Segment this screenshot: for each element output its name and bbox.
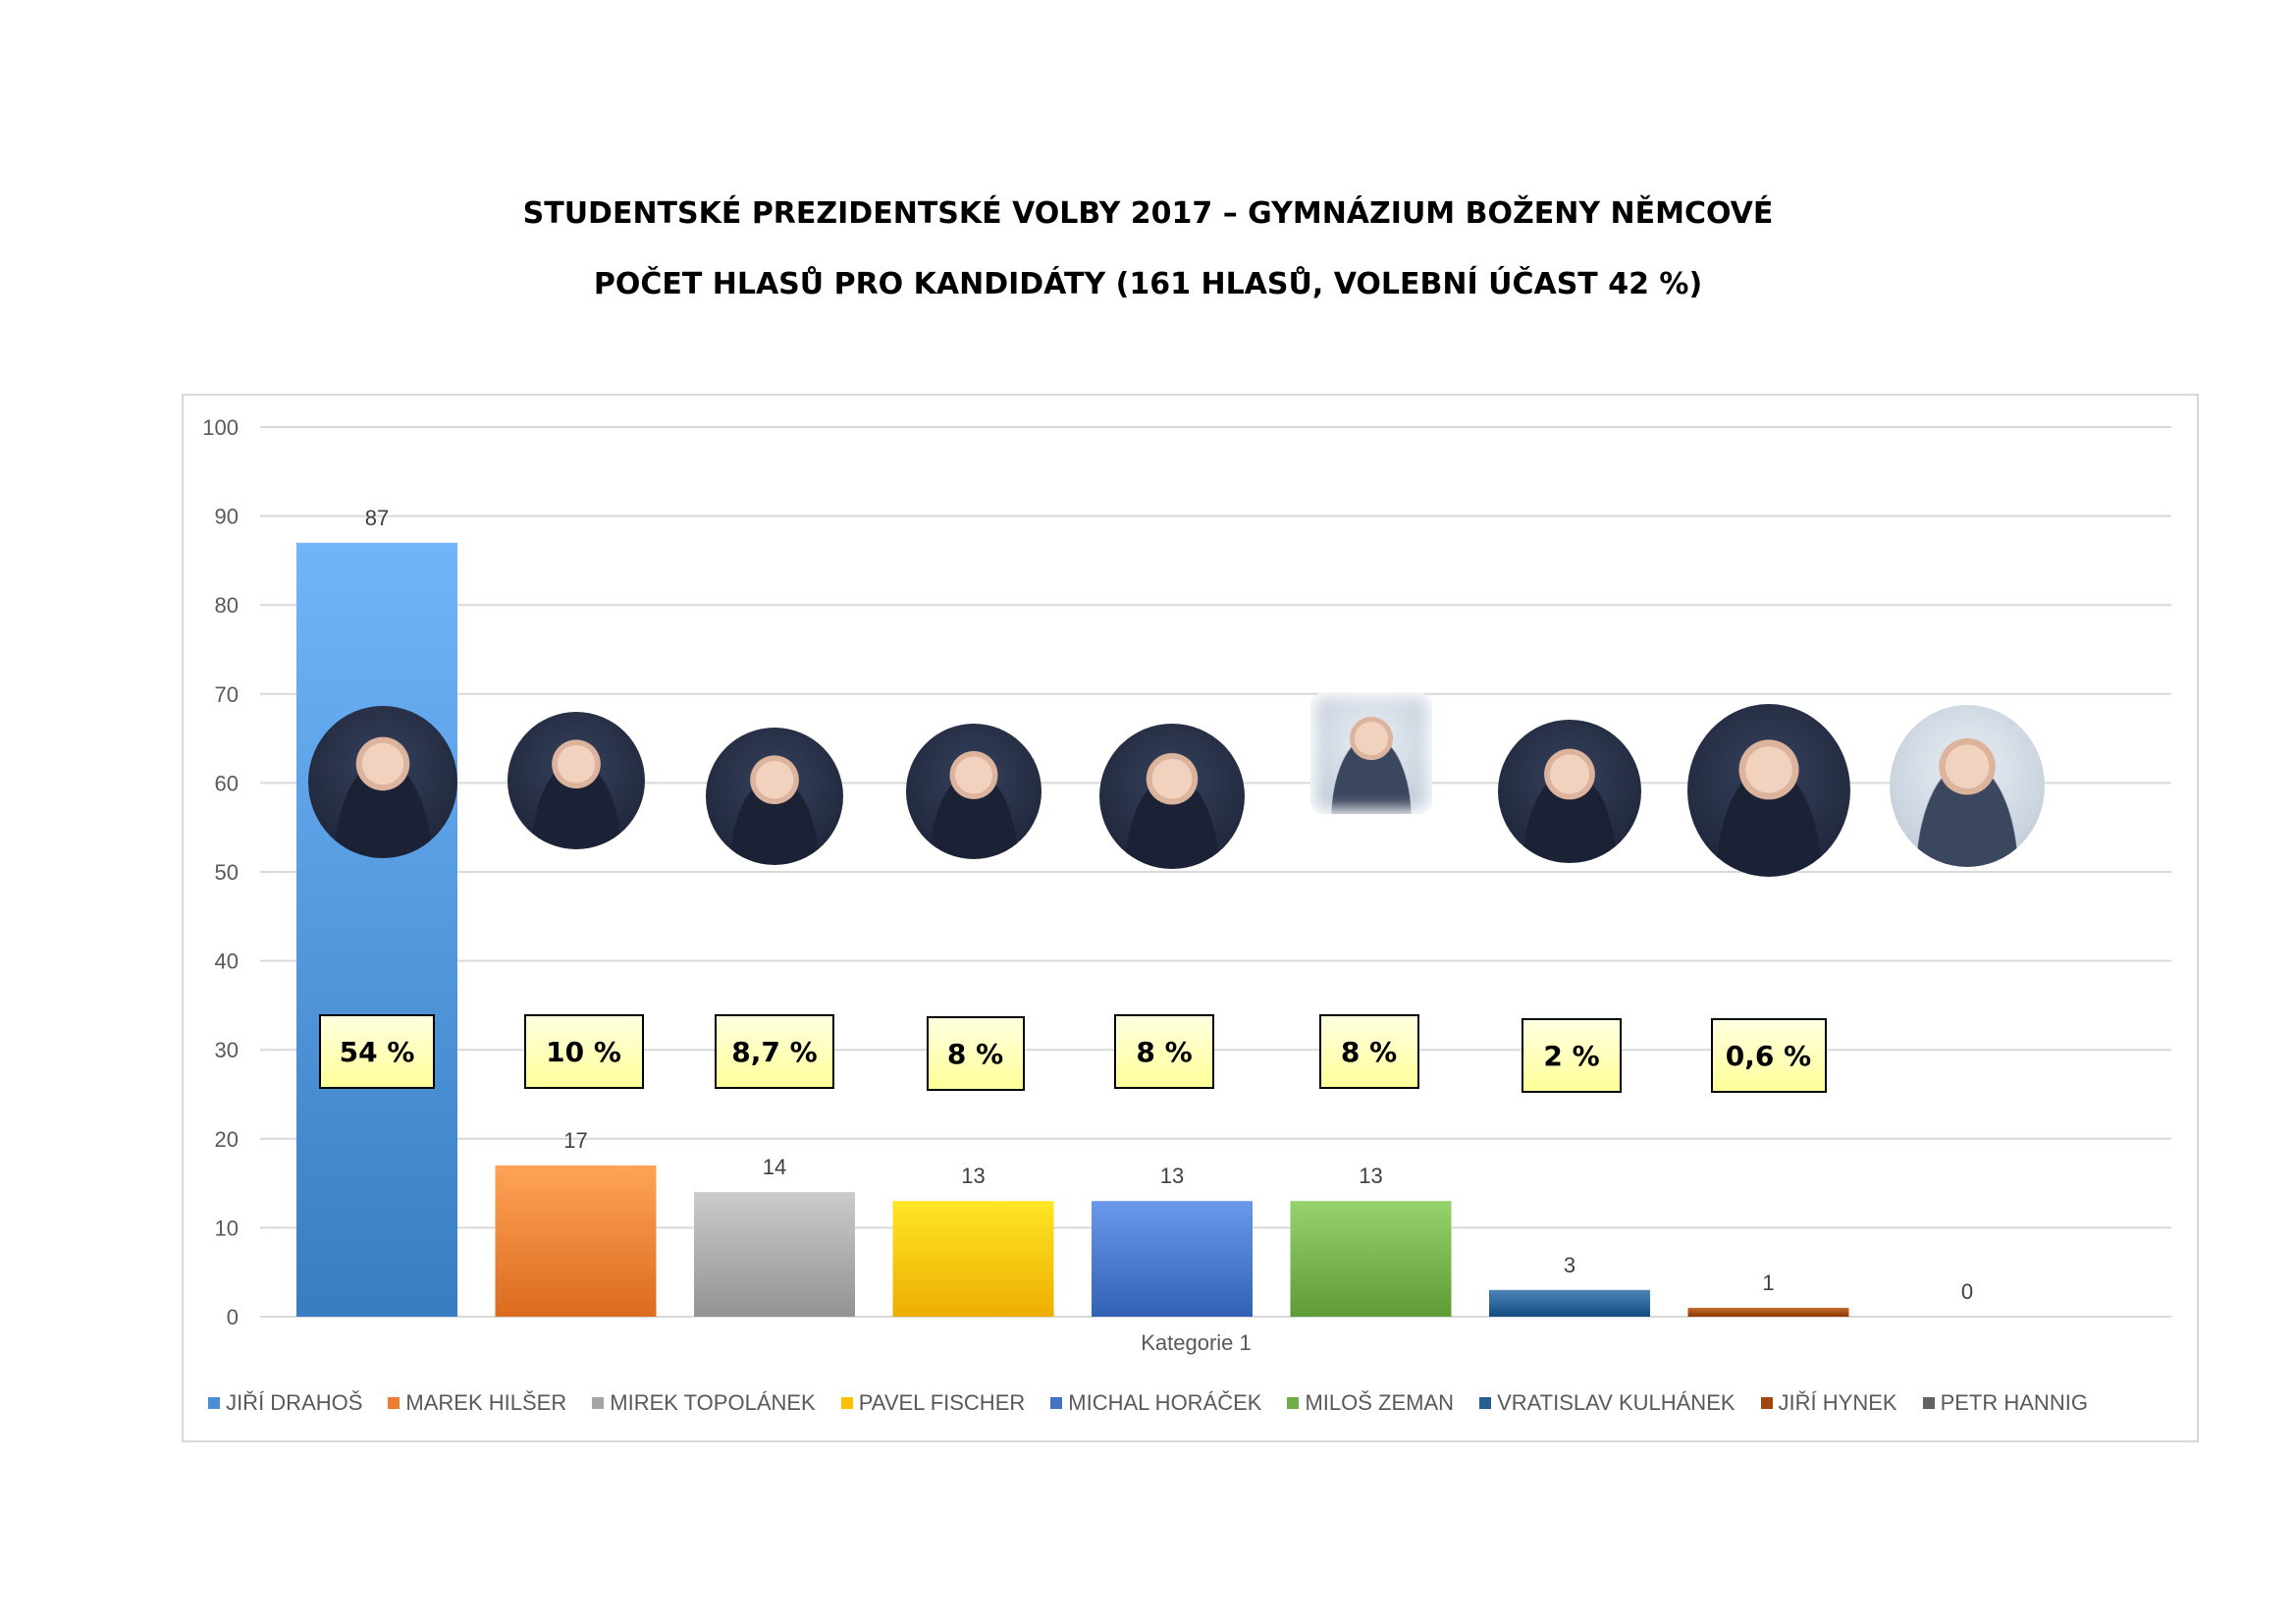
legend-label: MAREK HILŠER xyxy=(405,1390,567,1415)
legend-swatch xyxy=(1760,1397,1773,1409)
bar-5 xyxy=(1092,1201,1253,1317)
legend-label: JIŘÍ HYNEK xyxy=(1778,1390,1897,1415)
legend-item: PAVEL FISCHER xyxy=(840,1390,1026,1416)
legend-swatch xyxy=(592,1397,605,1409)
y-tick-label: 40 xyxy=(215,949,239,974)
y-tick-label: 80 xyxy=(215,593,239,618)
y-tick-label: 20 xyxy=(215,1127,239,1152)
data-label: 1 xyxy=(1762,1271,1774,1295)
legend-label: JIŘÍ DRAHOŠ xyxy=(226,1390,363,1415)
percent-label: 2 % xyxy=(1522,1018,1622,1093)
candidate-photo-icon xyxy=(706,728,843,866)
legend-item: MICHAL HORÁČEK xyxy=(1050,1390,1261,1416)
bar-7 xyxy=(1489,1289,1650,1317)
legend-swatch xyxy=(840,1397,853,1409)
y-tick-label: 70 xyxy=(215,682,239,707)
candidate-photo-icon xyxy=(905,724,1041,860)
legend-item: VRATISLAV KULHÁNEK xyxy=(1479,1390,1735,1416)
legend-item: PETR HANNIG xyxy=(1922,1390,2088,1416)
data-label: 13 xyxy=(961,1164,985,1188)
bar-1 xyxy=(296,542,457,1317)
percent-label: 8 % xyxy=(1318,1014,1419,1089)
legend-swatch xyxy=(388,1397,400,1409)
percent-label: 10 % xyxy=(523,1014,644,1089)
legend-label: PAVEL FISCHER xyxy=(858,1390,1026,1415)
x-axis-label: Kategorie 1 xyxy=(1141,1330,1252,1355)
candidate-photo-icon xyxy=(1890,705,2045,868)
chart-title: STUDENTSKÉ PREZIDENTSKÉ VOLBY 2017 – GYM… xyxy=(522,196,1774,231)
candidate-photo-icon xyxy=(1099,724,1245,870)
chart-subtitle: POČET HLASŮ PRO KANDIDÁTY (161 HLASŮ, VO… xyxy=(593,267,1703,301)
bar-2 xyxy=(495,1164,657,1317)
y-tick-label: 30 xyxy=(215,1038,239,1062)
y-tick-label: 50 xyxy=(215,860,239,885)
data-label: 0 xyxy=(1961,1279,1973,1304)
data-label: 14 xyxy=(763,1155,786,1179)
data-label: 13 xyxy=(1359,1164,1382,1188)
y-tick-label: 10 xyxy=(215,1216,239,1240)
bar-8 xyxy=(1687,1307,1849,1317)
candidate-photo-icon xyxy=(507,712,645,850)
bar-3 xyxy=(694,1192,855,1317)
candidate-photo-icon xyxy=(1498,720,1641,864)
candidate-photo-icon xyxy=(1686,704,1850,878)
data-label: 87 xyxy=(365,506,389,530)
percent-label: 54 % xyxy=(319,1014,435,1089)
percent-label: 8,7 % xyxy=(715,1014,834,1089)
legend-swatch xyxy=(1287,1397,1300,1409)
bar-4 xyxy=(892,1201,1054,1317)
legend-item: MAREK HILŠER xyxy=(388,1390,566,1416)
legend-swatch xyxy=(1922,1397,1935,1409)
legend-item: MIREK TOPOLÁNEK xyxy=(592,1390,816,1416)
percent-label: 0,6 % xyxy=(1710,1018,1827,1093)
legend-swatch xyxy=(1479,1397,1492,1409)
legend-label: MICHAL HORÁČEK xyxy=(1068,1390,1262,1415)
y-tick-label: 90 xyxy=(215,505,239,529)
chart-area: 0 10 20 30 40 50 60 70 80 90 100 Kategorie 1 87 17 14 1… xyxy=(182,394,2199,1442)
data-label: 17 xyxy=(563,1128,587,1153)
candidate-photo-icon xyxy=(1309,692,1432,815)
candidate-photo-icon xyxy=(308,706,457,859)
legend-item: JIŘÍ HYNEK xyxy=(1760,1390,1897,1416)
legend-label: MIREK TOPOLÁNEK xyxy=(610,1390,816,1415)
legend-swatch xyxy=(208,1397,221,1409)
percent-label: 8 % xyxy=(926,1016,1025,1091)
chart-legend: JIŘÍ DRAHOŠ MAREK HILŠER MIREK TOPOLÁNEK PA… xyxy=(0,1387,2296,1419)
bar-6 xyxy=(1290,1201,1452,1317)
legend-label: PETR HANNIG xyxy=(1940,1390,2088,1415)
legend-label: MILOŠ ZEMAN xyxy=(1305,1390,1455,1415)
data-label: 3 xyxy=(1564,1253,1575,1277)
legend-swatch xyxy=(1050,1397,1063,1409)
y-tick-label: 100 xyxy=(202,415,239,440)
legend-item: JIŘÍ DRAHOŠ xyxy=(208,1390,362,1416)
legend-item: MILOŠ ZEMAN xyxy=(1287,1390,1454,1416)
legend-label: VRATISLAV KULHÁNEK xyxy=(1497,1390,1735,1415)
percent-label: 8 % xyxy=(1114,1014,1214,1089)
y-tick-label: 60 xyxy=(215,771,239,795)
y-tick-label: 0 xyxy=(227,1305,239,1329)
data-label: 13 xyxy=(1160,1164,1184,1188)
